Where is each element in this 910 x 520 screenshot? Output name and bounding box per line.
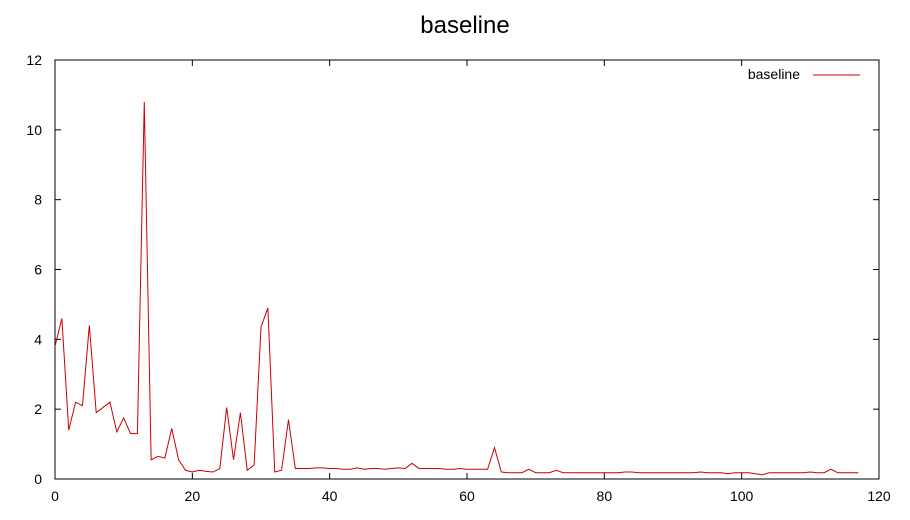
x-tick-label: 100 (730, 488, 754, 504)
y-tick-label: 10 (26, 122, 42, 138)
plot-frame (54, 59, 880, 480)
series-line-baseline (54, 101, 859, 476)
legend: baseline (748, 66, 860, 82)
x-tick-label: 120 (867, 488, 891, 504)
axis-ticks (54, 59, 880, 480)
y-tick-label: 2 (34, 401, 42, 417)
y-tick-label: 0 (34, 471, 42, 487)
chart-title: baseline (420, 12, 509, 39)
series-group (54, 101, 859, 476)
x-tick-label: 60 (459, 488, 475, 504)
x-tick-label: 0 (51, 488, 59, 504)
x-tick-label: 40 (322, 488, 338, 504)
x-tick-label: 80 (597, 488, 613, 504)
x-tick-label: 20 (185, 488, 201, 504)
y-tick-label: 6 (34, 262, 42, 278)
y-tick-label: 12 (26, 52, 42, 68)
axis-tick-labels: 0 20 40 60 80 100 120 0 2 4 6 8 10 12 (26, 52, 890, 504)
legend-label: baseline (748, 66, 800, 82)
y-tick-label: 4 (34, 331, 42, 347)
y-tick-label: 8 (34, 192, 42, 208)
